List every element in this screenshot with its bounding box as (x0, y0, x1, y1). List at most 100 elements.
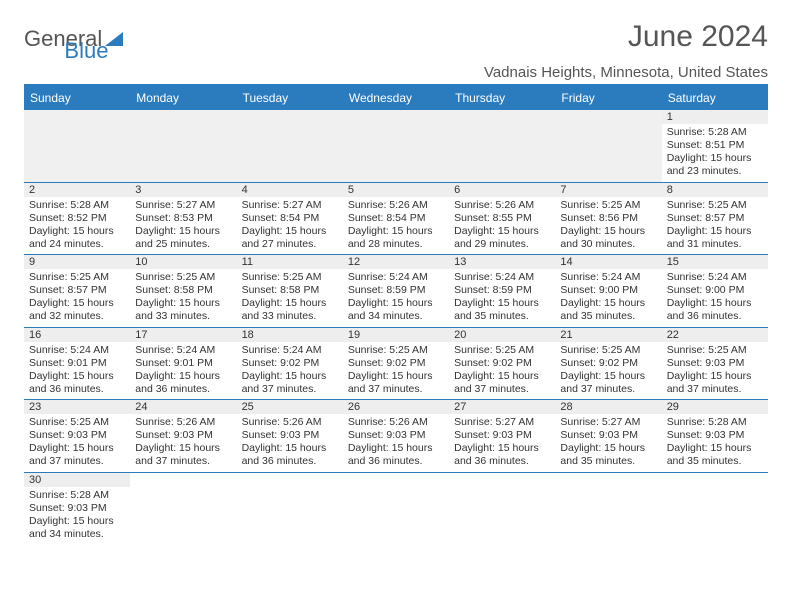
sunrise: Sunrise: 5:24 AM (242, 344, 338, 357)
logo-text-2: Blue (64, 38, 108, 63)
sunset: Sunset: 8:54 PM (242, 212, 338, 225)
sunset: Sunset: 8:57 PM (667, 212, 763, 225)
day-cell (449, 110, 555, 182)
day-number: 30 (24, 473, 130, 487)
sunrise: Sunrise: 5:25 AM (560, 199, 656, 212)
day-cell: 8Sunrise: 5:25 AMSunset: 8:57 PMDaylight… (662, 182, 768, 255)
day-data: Sunrise: 5:25 AMSunset: 9:03 PMDaylight:… (662, 342, 768, 400)
daylight: Daylight: 15 hours and 37 minutes. (667, 370, 763, 396)
day-number: 6 (449, 183, 555, 197)
sunrise: Sunrise: 5:24 AM (348, 271, 444, 284)
daylight: Daylight: 15 hours and 31 minutes. (667, 225, 763, 251)
dayname: Wednesday (343, 86, 449, 110)
day-cell (130, 110, 236, 182)
sunset: Sunset: 9:03 PM (560, 429, 656, 442)
day-number: 3 (130, 183, 236, 197)
day-cell: 1Sunrise: 5:28 AMSunset: 8:51 PMDaylight… (662, 110, 768, 182)
sunrise: Sunrise: 5:25 AM (560, 344, 656, 357)
daylight: Daylight: 15 hours and 36 minutes. (348, 442, 444, 468)
sunset: Sunset: 9:03 PM (242, 429, 338, 442)
sunrise: Sunrise: 5:26 AM (348, 416, 444, 429)
sunset: Sunset: 9:02 PM (560, 357, 656, 370)
daylight: Daylight: 15 hours and 37 minutes. (560, 370, 656, 396)
day-cell: 3Sunrise: 5:27 AMSunset: 8:53 PMDaylight… (130, 182, 236, 255)
day-number: 24 (130, 400, 236, 414)
sunset: Sunset: 8:51 PM (667, 139, 763, 152)
day-data: Sunrise: 5:28 AMSunset: 8:51 PMDaylight:… (662, 124, 768, 182)
location: Vadnais Heights, Minnesota, United State… (484, 64, 768, 81)
sunrise: Sunrise: 5:25 AM (242, 271, 338, 284)
day-data: Sunrise: 5:24 AMSunset: 9:00 PMDaylight:… (555, 269, 661, 327)
sunset: Sunset: 8:56 PM (560, 212, 656, 225)
day-number: 27 (449, 400, 555, 414)
sunset: Sunset: 9:02 PM (348, 357, 444, 370)
day-cell: 28Sunrise: 5:27 AMSunset: 9:03 PMDayligh… (555, 400, 661, 473)
day-number: 21 (555, 328, 661, 342)
sunrise: Sunrise: 5:24 AM (454, 271, 550, 284)
sunrise: Sunrise: 5:26 AM (135, 416, 231, 429)
week-row: 9Sunrise: 5:25 AMSunset: 8:57 PMDaylight… (24, 255, 768, 328)
day-cell: 26 Sunrise: 5:26 AMSunset: 9:03 PMDayligh… (343, 400, 449, 473)
day-cell (343, 472, 449, 544)
day-data: Sunrise: 5:28 AMSunset: 9:03 PMDaylight:… (24, 487, 130, 545)
sunset: Sunset: 8:53 PM (135, 212, 231, 225)
sunrise: Sunrise: 5:25 AM (135, 271, 231, 284)
day-cell: 29Sunrise: 5:28 AMSunset: 9:03 PMDayligh… (662, 400, 768, 473)
day-data: Sunrise: 5:26 AMSunset: 8:54 PMDaylight:… (343, 197, 449, 255)
sunset: Sunset: 9:03 PM (348, 429, 444, 442)
day-cell: 24Sunrise: 5:26 AMSunset: 9:03 PMDayligh… (130, 400, 236, 473)
sunset: Sunset: 8:57 PM (29, 284, 125, 297)
sunset: Sunset: 8:54 PM (348, 212, 444, 225)
sunset: Sunset: 8:58 PM (135, 284, 231, 297)
sunrise: Sunrise: 5:25 AM (454, 344, 550, 357)
day-data: Sunrise: 5:25 AMSunset: 8:57 PMDaylight:… (24, 269, 130, 327)
day-number: 26 (343, 400, 449, 414)
day-cell: 18Sunrise: 5:24 AMSunset: 9:02 PMDayligh… (237, 327, 343, 400)
day-cell (130, 472, 236, 544)
location-row: Vadnais Heights, Minnesota, United State… (24, 64, 768, 86)
daylight: Daylight: 15 hours and 36 minutes. (29, 370, 125, 396)
day-cell (555, 110, 661, 182)
day-number: 2 (24, 183, 130, 197)
sunrise: Sunrise: 5:27 AM (560, 416, 656, 429)
day-cell: 27Sunrise: 5:27 AMSunset: 9:03 PMDayligh… (449, 400, 555, 473)
day-number: 18 (237, 328, 343, 342)
dayname: Tuesday (237, 86, 343, 110)
day-data: Sunrise: 5:28 AMSunset: 9:03 PMDaylight:… (662, 414, 768, 472)
day-cell (555, 472, 661, 544)
day-cell (237, 472, 343, 544)
sunset: Sunset: 9:00 PM (560, 284, 656, 297)
daylight: Daylight: 15 hours and 28 minutes. (348, 225, 444, 251)
sunset: Sunset: 8:55 PM (454, 212, 550, 225)
day-cell: 11Sunrise: 5:25 AMSunset: 8:58 PMDayligh… (237, 255, 343, 328)
daylight: Daylight: 15 hours and 36 minutes. (667, 297, 763, 323)
sunrise: Sunrise: 5:25 AM (667, 344, 763, 357)
sunset: Sunset: 9:02 PM (242, 357, 338, 370)
sunset: Sunset: 8:59 PM (454, 284, 550, 297)
day-number: 17 (130, 328, 236, 342)
daylight: Daylight: 15 hours and 27 minutes. (242, 225, 338, 251)
day-cell: 14Sunrise: 5:24 AMSunset: 9:00 PMDayligh… (555, 255, 661, 328)
day-data: Sunrise: 5:24 AMSunset: 9:00 PMDaylight:… (662, 269, 768, 327)
daylight: Daylight: 15 hours and 37 minutes. (348, 370, 444, 396)
day-number: 13 (449, 255, 555, 269)
day-number: 15 (662, 255, 768, 269)
dayname: Saturday (662, 86, 768, 110)
day-cell: 16Sunrise: 5:24 AMSunset: 9:01 PMDayligh… (24, 327, 130, 400)
day-data: Sunrise: 5:25 AMSunset: 9:02 PMDaylight:… (343, 342, 449, 400)
day-cell: 12Sunrise: 5:24 AMSunset: 8:59 PMDayligh… (343, 255, 449, 328)
day-data: Sunrise: 5:25 AMSunset: 9:03 PMDaylight:… (24, 414, 130, 472)
day-data: Sunrise: 5:28 AMSunset: 8:52 PMDaylight:… (24, 197, 130, 255)
sunrise: Sunrise: 5:26 AM (454, 199, 550, 212)
sunrise: Sunrise: 5:24 AM (560, 271, 656, 284)
daylight: Daylight: 15 hours and 35 minutes. (667, 442, 763, 468)
sunset: Sunset: 9:01 PM (29, 357, 125, 370)
day-cell: 30Sunrise: 5:28 AMSunset: 9:03 PMDayligh… (24, 472, 130, 544)
daylight: Daylight: 15 hours and 36 minutes. (242, 442, 338, 468)
day-cell: 17Sunrise: 5:24 AMSunset: 9:01 PMDayligh… (130, 327, 236, 400)
day-cell (449, 472, 555, 544)
sunrise: Sunrise: 5:25 AM (29, 271, 125, 284)
day-number: 14 (555, 255, 661, 269)
dayname: Monday (130, 86, 236, 110)
day-data: Sunrise: 5:24 AMSunset: 9:01 PMDaylight:… (24, 342, 130, 400)
